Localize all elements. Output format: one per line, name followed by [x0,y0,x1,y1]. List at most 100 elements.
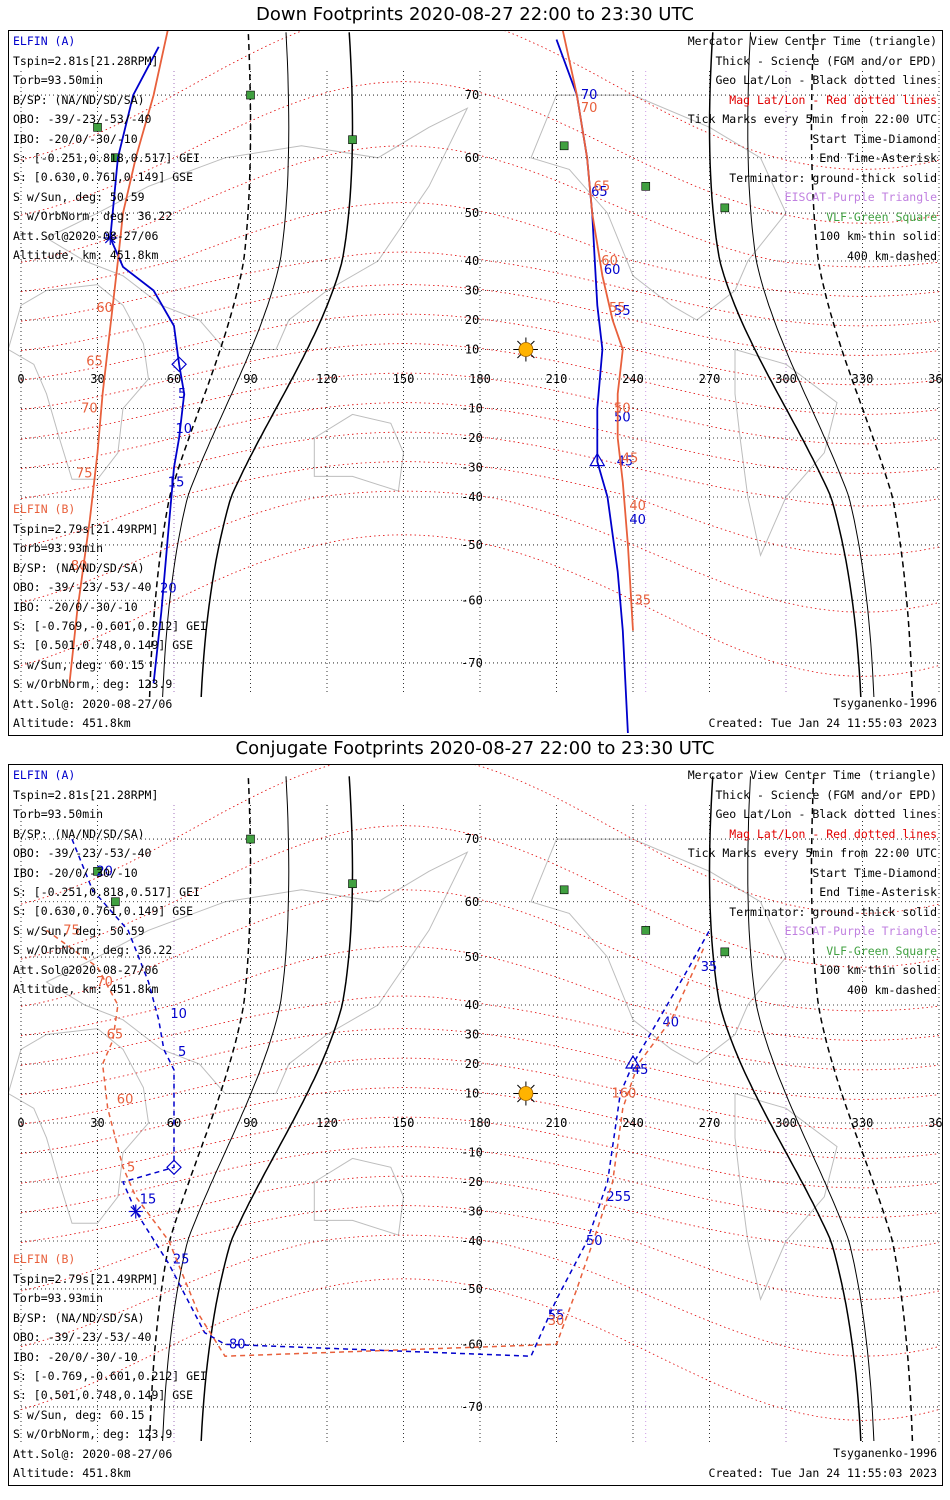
legend-item: Thick - Science (FGM and/or EPD) [715,53,937,68]
legend-item: End Time-Asterisk [819,151,937,165]
coastline [9,284,150,480]
elfin-b-track: 60 65 70 75 80 70 65 60 55 50 45 40 35 [68,31,651,684]
tick-mark-label: 20 [160,582,177,597]
center-time-triangle [624,1054,642,1069]
y-tick-label: -40 [461,1234,483,1248]
elfin-a-info-line: IBO: -20/0/-30/-10 [13,865,138,880]
legend-item: Mag Lat/Lon - Red dotted lines [729,92,937,107]
footprint-line [68,31,169,684]
legend-item: 400 km-dashed [846,982,937,997]
terminator-line [708,32,862,698]
vlf-station-marker [720,947,730,957]
y-tick-label: 30 [465,1028,479,1042]
terminator-line [810,776,914,1442]
tick-mark-label: 60 [117,1092,134,1107]
y-tick-label: -50 [461,538,483,552]
elfin-a-info-line: OBO: -39/-23/-53/-40 [13,112,152,127]
terminator-line [200,776,354,1442]
elfin-a-info-line: S: [-0.251,0.818,0.517] GEI [13,885,200,899]
y-tick-label: 60 [465,895,479,909]
y-tick-label: -30 [461,461,483,475]
tick-mark-label: 25 [173,1252,190,1267]
legend-item: Geo Lat/Lon - Black dotted lines [715,73,937,87]
coastline [530,838,787,1065]
elfin-b-info-line: S: [0.501,0.748,0.149] GSE [13,638,194,653]
end-asterisk-marker [103,230,118,245]
mag-latitude [20,825,940,968]
elfin-b-info-line: IBO: -20/0/-30/-10 [13,1349,138,1364]
vlf-station-marker [720,203,730,213]
footprint-line [109,46,186,684]
tick-mark-label: 50 [586,1234,603,1249]
footprint-line [46,929,706,1357]
elfin-a-info-line: Altitude, km: 451.8km [13,982,159,996]
created-timestamp: Created: Tue Jan 24 11:55:03 2023 [708,1466,937,1480]
tick-mark-label: 70 [81,402,98,417]
elfin-b-info-line: Altitude: 451.8km [13,1466,131,1480]
tick-mark-label: 60 [601,254,618,269]
elfin-a-info-line: S: [-0.251,0.818,0.517] GEI [13,151,200,165]
terminator [148,776,914,1442]
x-tick-label: 300 [775,1116,797,1130]
elfin-a-info-line: S w/Sun, deg: 50.59 [13,189,145,204]
x-tick-label: 300 [775,372,797,386]
elfin-a-info-line: S: [0.630,0.761,0.149] GSE [13,904,194,919]
vlf-station-marker [93,123,102,132]
vlf-station-marker [111,153,120,163]
elfin-b-header: ELFIN (B) [13,502,76,516]
vlf-station-marker [559,885,569,895]
panel-title-conjugate: Conjugate Footprints 2020-08-27 22:00 to… [235,738,715,759]
legend-item: Thick - Science (FGM and/or EPD) [715,787,937,802]
terminator [148,32,914,698]
elfin-a-info-line: Tspin=2.81s[21.28RPM] [13,54,159,68]
legend-item: 400 km-dashed [846,248,937,263]
y-tick-label: -40 [461,490,483,504]
elfin-b-info-line: OBO: -39/-23/-53/-40 [13,1330,152,1345]
x-tick-label: 270 [699,1116,721,1130]
legend-item: End Time-Asterisk [819,885,937,899]
x-tick-label: 210 [546,1116,568,1130]
legend-item: Mercator View Center Time (triangle) [687,34,937,48]
tick-mark-label: 30 [548,1314,565,1329]
vlf-station-marker [246,90,255,100]
elfin-b-info-line: S: [-0.769,-0.601,0.212] GEI [13,619,207,633]
elfin-a-track: 5 10 15 20 70 65 60 55 50 45 40 [109,39,646,734]
y-tick-label: 50 [465,206,479,220]
elfin-b-info-line: Att.Sol@: 2020-08-27/06 [13,696,173,711]
center-time-triangle [589,452,606,467]
terminator-line [148,32,252,698]
legend-item: Start Time-Diamond [812,865,937,880]
tick-mark-label: 35 [634,593,651,608]
elfin-b-info-line: OBO: -39/-23/-53/-40 [13,580,152,595]
mag-latitude [20,995,940,1071]
elfin-a-info-line: IBO: -20/0/-30/-10 [13,131,138,146]
panel-title-down: Down Footprints 2020-08-27 22:00 to 23:3… [256,4,694,25]
sun-icon [513,1081,538,1106]
terminator-line [810,32,914,698]
y-tick-label: 10 [465,1087,479,1101]
elfin-b-info-line: S w/Sun, deg: 60.15 [13,1407,145,1422]
vlf-station-marker [348,135,357,145]
elfin-a-info-line: Torb=93.50min [13,807,104,822]
elfin-a-info-line: B/SP: (NA/ND/SD/SA) [13,826,145,841]
legend-item: Mag Lat/Lon - Red dotted lines [729,826,937,841]
elfin-b-info-line: Tspin=2.79s[21.49RPM] [13,522,159,536]
vlf-station-marker [559,141,569,151]
mag-latitude [20,251,940,327]
legend-item: EISCAT-Purple Triangle [784,924,937,938]
tick-mark-label: 20 [96,864,113,879]
legend-item: 100 km-thin solid [819,963,937,977]
coastline [530,94,787,321]
tick-mark-label: 40 [629,513,646,528]
x-tick-label: 0 [17,372,24,386]
x-tick-label: 30 [90,1116,104,1130]
x-tick-label: 0 [17,1116,24,1130]
y-tick-label: 10 [465,343,479,357]
tick-mark-label: 65 [591,185,608,200]
legend-item: Terminator: ground-thick solid [729,904,937,919]
mag-meridians [173,71,787,695]
elfin-a-info-line: Att.Sol@2020-08-27/06 [13,962,159,977]
elfin-a-info-line: Torb=93.50min [13,73,104,88]
terminator-line [747,32,875,698]
tick-mark-label: 65 [107,1028,124,1043]
